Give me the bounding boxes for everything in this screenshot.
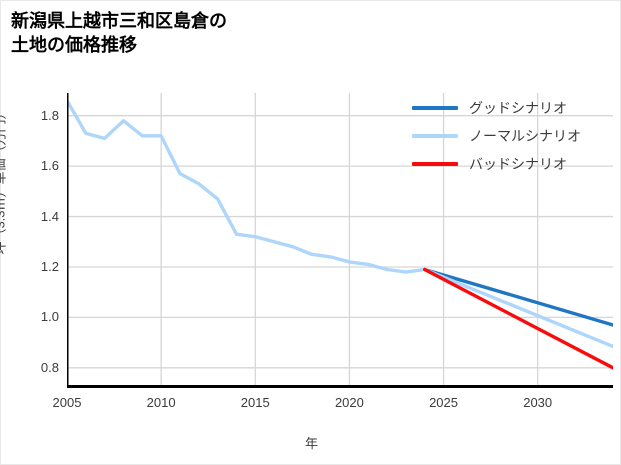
series-lines [67,98,613,370]
legend-color-swatch [412,134,458,138]
x-tick-label: 2010 [146,395,176,410]
series-line [423,267,613,370]
series-line [423,267,613,327]
y-tick-label: 1.6 [40,158,59,174]
legend-item[interactable]: バッドシナリオ [412,153,567,175]
x-tick-label: 2020 [334,395,364,410]
series-line [423,267,613,349]
legend-color-swatch [412,106,458,110]
legend-item[interactable]: グッドシナリオ [412,97,567,119]
legend-label: ノーマルシナリオ [469,128,581,144]
chart-svg [67,93,613,388]
legend-label: バッドシナリオ [469,156,567,172]
y-axis-label: 坪（3.3㎡）単価（万円） [0,106,8,255]
y-tick-label: 1.0 [40,309,59,325]
legend-item[interactable]: ノーマルシナリオ [412,125,581,147]
x-tick-label: 2030 [523,395,553,410]
y-tick-label: 1.8 [40,107,59,123]
page-title: 新潟県上越市三和区島倉の 土地の価格推移 [11,11,227,56]
y-tick-label: 0.8 [40,359,59,375]
gridlines [67,93,613,388]
x-tick-label: 2025 [429,395,458,410]
x-axis-label: 年 [304,436,318,451]
x-tick-label: 2015 [240,395,270,410]
legend-color-swatch [412,162,458,166]
plot-area [67,93,613,388]
series-line [67,98,427,274]
legend-label: グッドシナリオ [469,100,567,116]
y-tick-label: 1.4 [40,208,59,224]
x-tick-label: 2005 [52,395,82,410]
y-tick-label: 1.2 [40,258,59,274]
